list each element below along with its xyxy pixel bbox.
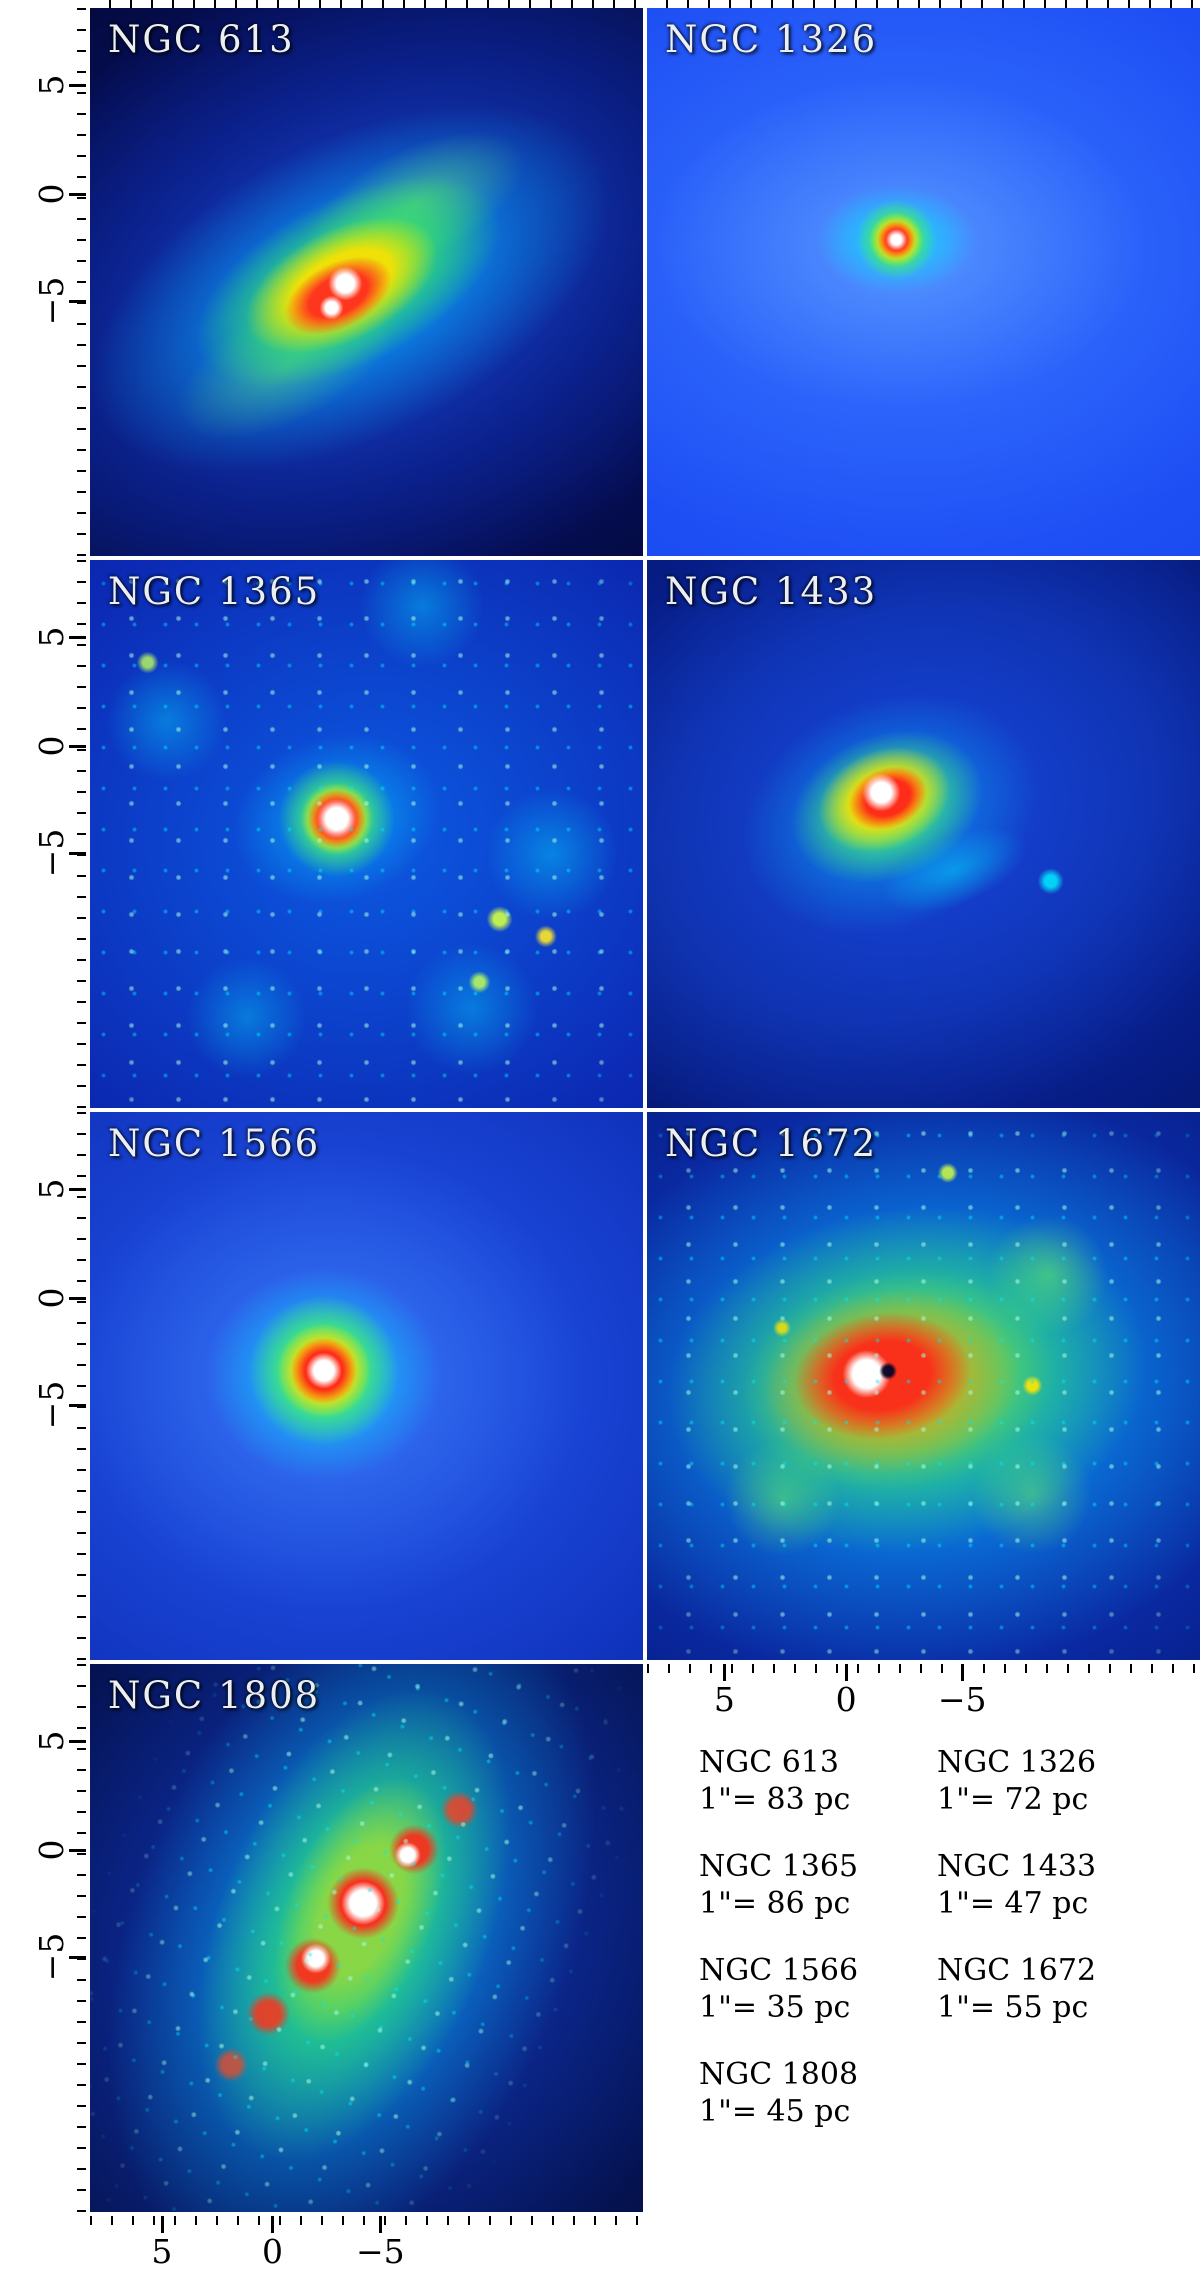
legend-entry: NGC 613 1"= 83 pc — [699, 1744, 858, 1818]
galaxy-image-ngc-613 — [90, 8, 643, 556]
panel-label: NGC 1672 — [665, 1122, 878, 1165]
major-tick — [271, 2216, 275, 2233]
y-tick-label: 0 — [32, 183, 71, 205]
y-tick-label: −5 — [32, 828, 71, 878]
x-tick-label: 0 — [835, 1680, 857, 1719]
panel-ngc-1566: NGC 1566 — [90, 1112, 643, 1660]
y-tick-label: 5 — [32, 74, 71, 96]
galaxy-name: NGC 1326 — [937, 1745, 1097, 1780]
x-tick-label: −5 — [937, 1680, 987, 1719]
galaxy-name: NGC 1433 — [937, 1849, 1097, 1884]
galaxy-image-ngc-1326 — [647, 8, 1200, 556]
star-speckles — [90, 1664, 643, 2212]
y-tick-label: −5 — [32, 276, 71, 326]
galaxy-name: NGC 1566 — [699, 1953, 859, 1988]
major-tick — [379, 2216, 383, 2233]
y-tick-label: 0 — [32, 1839, 71, 1861]
tick-strip — [647, 1664, 1200, 1673]
y-tick-label: −5 — [32, 1380, 71, 1430]
panel-ngc-1808: NGC 1808 — [90, 1664, 643, 2212]
footer-spacer-left — [0, 2216, 86, 2282]
panel-grid: 5 0 −5 NGC 613 NGC 1326 5 0 −5 NGC 1365 — [0, 8, 1200, 2282]
panel-ngc-1433: NGC 1433 — [647, 560, 1200, 1108]
tick-strip-top-left — [90, 0, 643, 8]
panel-label: NGC 613 — [108, 18, 295, 61]
tick-strip — [77, 560, 86, 1108]
scale-value: 1"= 72 pc — [937, 1782, 1089, 1817]
tick-strip — [90, 2216, 643, 2225]
major-tick — [845, 1664, 849, 1681]
legend-entry: NGC 1365 1"= 86 pc — [699, 1848, 858, 1922]
major-tick — [69, 300, 86, 304]
x-tick-label: 0 — [261, 2232, 283, 2271]
major-tick — [69, 193, 86, 197]
panel-label: NGC 1326 — [665, 18, 878, 61]
galaxy-name: NGC 613 — [699, 1745, 839, 1780]
scale-value: 1"= 35 pc — [699, 1990, 851, 2025]
legend-entry: NGC 1433 1"= 47 pc — [937, 1848, 1096, 1922]
major-tick — [69, 1297, 86, 1301]
tick-strip-top-right — [647, 0, 1200, 8]
galaxy-image-ngc-1433 — [647, 560, 1200, 1108]
major-tick — [69, 1187, 86, 1191]
panel-ngc-1672: NGC 1672 — [647, 1112, 1200, 1660]
panel-ngc-1365: NGC 1365 — [90, 560, 643, 1108]
major-tick — [69, 1404, 86, 1408]
x-tick-label: 5 — [151, 2232, 173, 2271]
footer-spacer-right — [647, 2216, 1200, 2282]
major-tick — [961, 1664, 965, 1681]
y-tick-label: 0 — [32, 735, 71, 757]
y-tick-label: −5 — [32, 1932, 71, 1982]
y-tick-label: 0 — [32, 1287, 71, 1309]
x-tick-label: 5 — [713, 1680, 735, 1719]
major-tick — [160, 2216, 164, 2233]
x-axis-ngc-1808: 5 0 −5 — [90, 2216, 643, 2282]
major-tick — [69, 1956, 86, 1960]
legend-panel: 5 0 −5 NGC 613 1"= 83 pc NGC 1365 1"= 86… — [647, 1664, 1200, 2212]
star-speckles — [90, 560, 643, 1108]
legend-entry: NGC 1808 1"= 45 pc — [699, 2056, 858, 2130]
major-tick — [723, 1664, 727, 1681]
panel-label: NGC 1566 — [108, 1122, 321, 1165]
legend-entry: NGC 1326 1"= 72 pc — [937, 1744, 1096, 1818]
y-axis-row-2: 5 0 −5 — [0, 560, 86, 1108]
star-speckles — [647, 1112, 1200, 1660]
panel-label: NGC 1365 — [108, 570, 321, 613]
tick-strip — [77, 1664, 86, 2212]
galaxy-image-ngc-1566 — [90, 1112, 643, 1660]
major-tick — [69, 745, 86, 749]
y-axis-row-1: 5 0 −5 — [0, 8, 86, 556]
y-tick-label: 5 — [32, 1730, 71, 1752]
major-tick — [69, 83, 86, 87]
tick-strip — [77, 8, 86, 556]
major-tick — [69, 852, 86, 856]
panel-label: NGC 1433 — [665, 570, 878, 613]
scale-value: 1"= 45 pc — [699, 2094, 851, 2129]
panel-ngc-1326: NGC 1326 — [647, 8, 1200, 556]
major-tick — [69, 1739, 86, 1743]
scale-value: 1"= 86 pc — [699, 1886, 851, 1921]
galaxy-name: NGC 1365 — [699, 1849, 859, 1884]
scale-value: 1"= 83 pc — [699, 1782, 851, 1817]
y-axis-row-4: 5 0 −5 — [0, 1664, 86, 2212]
galaxy-name: NGC 1808 — [699, 2057, 859, 2092]
scale-value: 1"= 55 pc — [937, 1990, 1089, 2025]
x-tick-label: −5 — [355, 2232, 405, 2271]
y-tick-label: 5 — [32, 1178, 71, 1200]
legend-entry: NGC 1672 1"= 55 pc — [937, 1952, 1096, 2026]
panel-ngc-613: NGC 613 — [90, 8, 643, 556]
major-tick — [69, 635, 86, 639]
legend-column-left: NGC 613 1"= 83 pc NGC 1365 1"= 86 pc NGC… — [699, 1744, 858, 2160]
galaxy-name: NGC 1672 — [937, 1953, 1097, 1988]
y-tick-label: 5 — [32, 626, 71, 648]
tick-strip — [77, 1112, 86, 1660]
major-tick — [69, 1849, 86, 1853]
legend-entry: NGC 1566 1"= 35 pc — [699, 1952, 858, 2026]
legend-column-right: NGC 1326 1"= 72 pc NGC 1433 1"= 47 pc NG… — [937, 1744, 1096, 2056]
panel-label: NGC 1808 — [108, 1674, 321, 1717]
scale-value: 1"= 47 pc — [937, 1886, 1089, 1921]
y-axis-row-3: 5 0 −5 — [0, 1112, 86, 1660]
